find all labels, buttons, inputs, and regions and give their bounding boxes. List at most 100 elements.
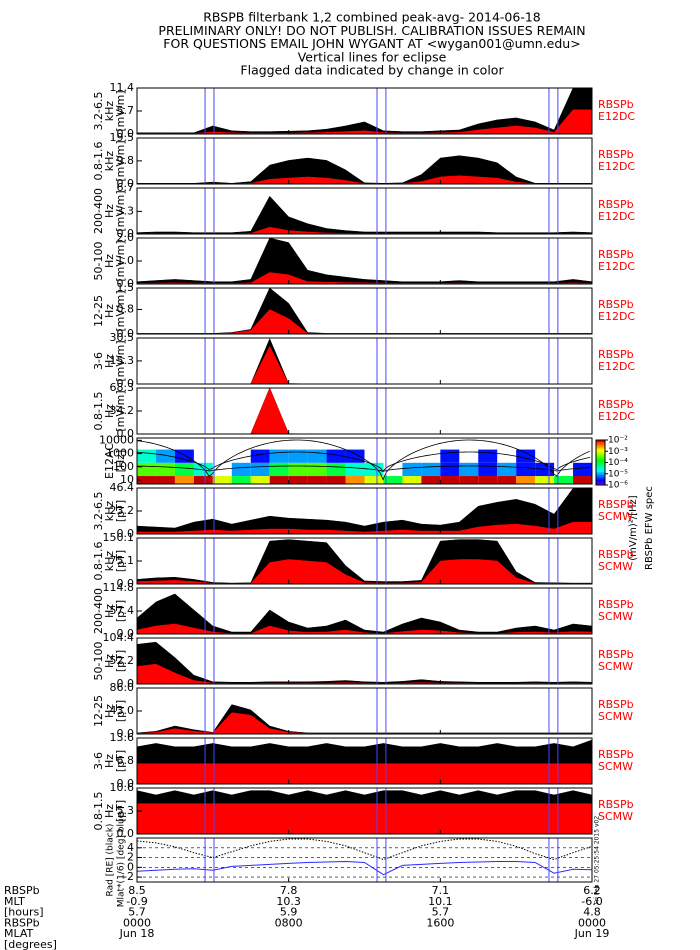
instrument-label: E12DC (598, 410, 635, 423)
heatmap-cell (193, 462, 213, 477)
y-axis-label: Hz (103, 604, 116, 618)
heatmap-cell (421, 462, 441, 477)
y-tick-label: 0.0 (117, 527, 135, 540)
heatmap-cell (288, 462, 308, 477)
y-tick-label: 0.0 (117, 827, 135, 840)
colorbar-tick-label: 10⁻⁶ (608, 481, 628, 491)
y-tick-label: 86.0 (110, 681, 135, 694)
ephemeris-value: 10.1 (428, 895, 453, 908)
instrument-label: E12DC (598, 160, 635, 173)
instrument-label: RBSPb (598, 198, 634, 211)
y-tick-label: 0.0 (117, 577, 135, 590)
colorbar-step (596, 480, 605, 483)
series-area (137, 712, 592, 734)
y-axis-label: 0.8-1.6 (92, 142, 105, 181)
y-tick-label: 57.4 (110, 604, 135, 617)
colorbar-step (596, 459, 605, 462)
heatmap-cell (269, 449, 289, 463)
heatmap-cell (421, 476, 441, 484)
y-axis-label: [mV/m] (114, 390, 127, 431)
series-area (137, 272, 592, 284)
heatmap-cell (402, 476, 422, 484)
y-tick-label: 68.3 (110, 381, 135, 394)
heatmap-cell (440, 449, 460, 463)
heatmap-cell (478, 462, 498, 477)
x-tick-label: 0000 (578, 916, 606, 929)
heatmap-cell (383, 476, 403, 484)
ephemeris-row-label: MLT (4, 895, 25, 908)
heatmap-cell (440, 462, 460, 477)
instrument-label: RBSPb (598, 298, 634, 311)
stamp: Fri Feb 27 05:25:54 2015 v02 (594, 816, 601, 905)
y-tick-label: 1.0 (117, 254, 135, 267)
ephemeris-value: 5.9 (280, 906, 298, 919)
colorbar-step (596, 452, 605, 454)
colorbar-label: (mV/m)²/[Hz] (628, 495, 639, 561)
y-tick-label: 46.4 (110, 481, 135, 494)
heatmap-cell (155, 462, 175, 477)
y-axis-label: [Hz] (114, 450, 127, 473)
x-tick-label: 1600 (426, 916, 454, 929)
title-line: FOR QUESTIONS EMAIL JOHN WYGANT AT <wyga… (163, 36, 580, 51)
instrument-label: E12DC (598, 210, 635, 223)
y-tick-label: 6.7 (117, 181, 135, 194)
date-label: Jun 18 (119, 927, 155, 940)
y-tick-label: -2 (123, 870, 134, 883)
series-area (137, 521, 592, 534)
heatmap-cell (573, 476, 592, 484)
colorbar-step (596, 453, 605, 456)
panel-frame (136, 637, 593, 685)
heatmap-cell (288, 476, 308, 484)
y-axis-label: 3.2-6.5 (92, 92, 105, 131)
heatmap-cell (516, 462, 536, 477)
heatmap-cell (516, 476, 536, 484)
y-tick-label: 0.0 (117, 177, 135, 190)
y-axis-label: kHz (103, 101, 116, 122)
heatmap-cell (231, 476, 251, 484)
instrument-label: RBSPb (598, 148, 634, 161)
title-line: Flagged data indicated by change in colo… (240, 63, 504, 78)
y-axis-label: 50-100 (92, 642, 105, 681)
series-area (137, 663, 592, 684)
instrument-label: RBSPb (598, 598, 634, 611)
instrument-label: RBSPb (598, 748, 634, 761)
y-axis-label: [mV/m] (114, 140, 127, 181)
colorbar-step (596, 477, 605, 480)
instrument-label: SCMW (598, 560, 633, 573)
y-axis-label: Hz (103, 804, 116, 818)
heatmap-cell (137, 476, 156, 484)
plot-area (137, 488, 592, 534)
heatmap-cell (345, 462, 365, 477)
colorbar-step (596, 476, 605, 478)
heatmap-cell (497, 462, 517, 477)
heatmap-cell (345, 476, 365, 484)
instrument-label: E12DC (598, 310, 635, 323)
date-label: Jun 19 (574, 927, 610, 940)
panel-frame (136, 287, 593, 335)
heatmap-cell (250, 476, 270, 484)
y-tick-label: 2 (127, 851, 134, 864)
instrument-label: SCMW (598, 810, 633, 823)
y-axis-label: 0.8-1.5 (92, 792, 105, 831)
colorbar-step (596, 443, 605, 445)
series-area (137, 109, 592, 134)
y-axis-label: 200-400 (92, 588, 105, 634)
colorbar-step (596, 461, 605, 463)
series-area (137, 238, 592, 284)
ephemeris-value: 8.5 (128, 884, 146, 897)
y-axis-label: [mV/m] (114, 340, 127, 381)
instrument-label: E12DC (598, 360, 635, 373)
instrument-label: E12DC (598, 260, 635, 273)
y-tick-label: 43.0 (110, 704, 135, 717)
instrument-label: RBSPb (598, 648, 634, 661)
panel-frame (136, 587, 593, 635)
y-axis-label: Hz (103, 754, 116, 768)
ephemeris-row-label: [degrees] (4, 938, 57, 950)
